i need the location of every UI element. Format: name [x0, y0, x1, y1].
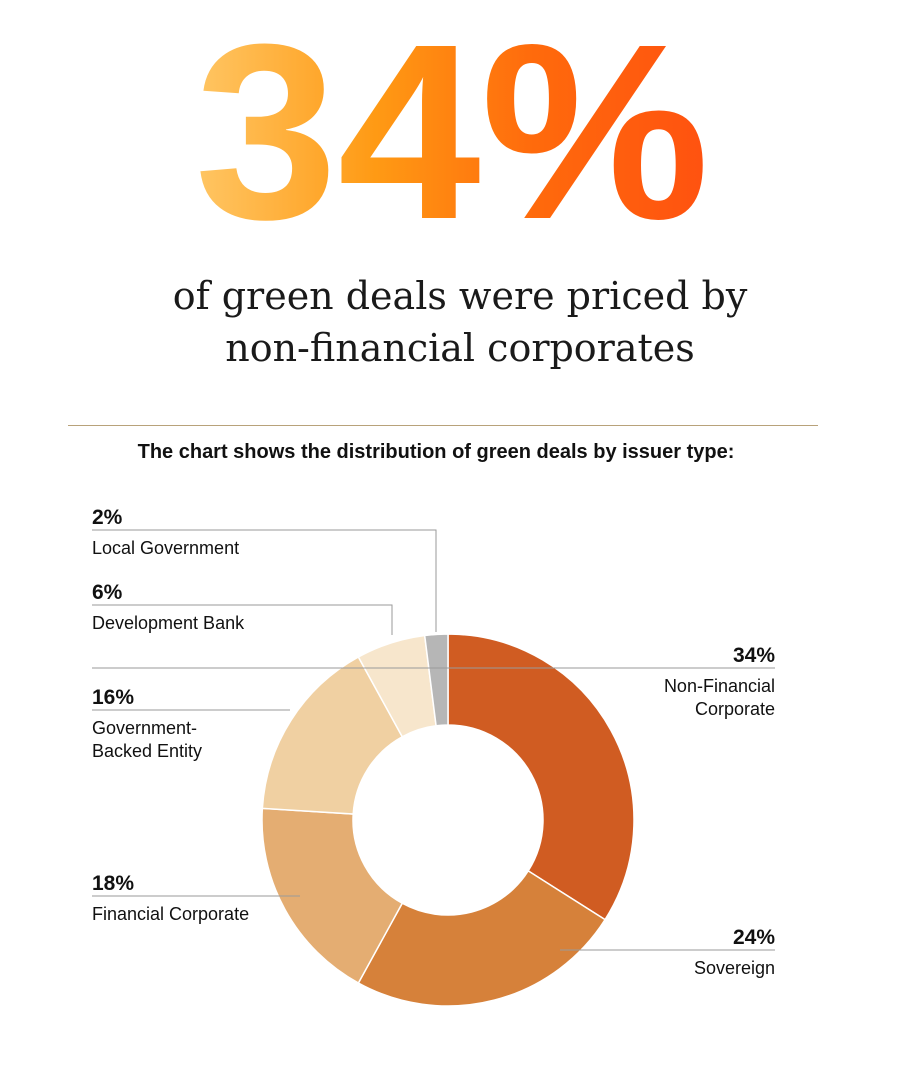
headline-line-2: non-financial corporates: [225, 326, 695, 370]
chart-caption: The chart shows the distribution of gree…: [137, 441, 735, 463]
slice-1: [357, 869, 607, 1007]
slice-category-label-2-0: Financial Corporate: [92, 904, 249, 924]
slice-category-label-3-1: Backed Entity: [92, 741, 202, 761]
headline-stat: 34%: [195, 0, 710, 250]
slice-category-label-3-0: Government-: [92, 718, 197, 738]
slice-percent-label-4: 6%: [92, 581, 123, 604]
section-divider: [68, 425, 818, 426]
headline-description: of green deals were priced by non-financ…: [0, 270, 900, 374]
label-group-5: 2% Local Government: [92, 506, 437, 632]
slice-category-label-1-0: Sovereign: [694, 958, 775, 978]
slice-3: [261, 655, 404, 815]
slice-5: [423, 633, 449, 727]
label-group-3: 16% Government- Backed Entity: [92, 686, 290, 761]
label-group-2: 18% Financial Corporate: [92, 872, 300, 924]
leader-line-5: [92, 529, 437, 632]
slice-percent-label-5: 2%: [92, 506, 123, 529]
slice-category-label-0-1: Corporate: [695, 699, 775, 719]
slice-percent-label-1: 24%: [733, 926, 775, 949]
leader-line-4: [92, 604, 393, 635]
slice-2: [261, 807, 404, 985]
label-group-4: 6% Development Bank: [92, 581, 393, 635]
label-group-0: 34% Non-Financial Corporate: [92, 644, 775, 719]
donut-chart: 34% Non-Financial Corporate 24% Sovereign 18%…: [92, 506, 775, 1007]
slice-percent-label-0: 34%: [733, 644, 775, 667]
slice-0: [447, 633, 635, 921]
slice-category-label-4-0: Development Bank: [92, 613, 245, 633]
slice-category-label-0-0: Non-Financial: [664, 676, 775, 696]
headline-value: 34%: [195, 0, 710, 250]
slice-percent-label-3: 16%: [92, 686, 134, 709]
slice-percent-label-2: 18%: [92, 872, 134, 895]
headline-line-1: of green deals were priced by: [172, 274, 748, 318]
label-group-1: 24% Sovereign: [560, 926, 775, 978]
slice-category-label-5-0: Local Government: [92, 538, 239, 558]
